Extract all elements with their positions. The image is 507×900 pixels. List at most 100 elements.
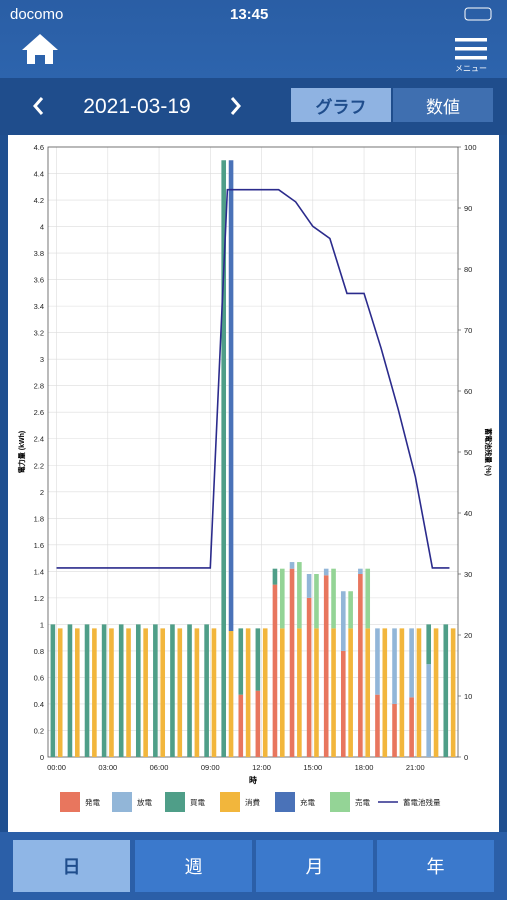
header-icons: メニュー [22,7,492,73]
menu-icon[interactable] [455,47,487,51]
bar [409,697,414,757]
y-tick-label: 0.4 [34,700,44,709]
bar [57,628,63,757]
bar [331,628,336,757]
bar [409,628,414,698]
y-tick-label: 1.2 [34,594,44,603]
values-tab[interactable]: 数値 [393,88,493,122]
legend-label: 放電 [137,797,152,807]
bar [84,624,90,757]
y-tick-label: 4.6 [34,143,44,152]
x-tick-label: 09:00 [201,763,220,772]
bar [245,628,251,757]
legend-swatch [112,792,132,812]
battery-line [56,188,450,569]
bar [450,628,456,757]
bar [358,574,363,757]
legend-swatch [165,792,185,812]
menu-icon[interactable] [455,38,487,42]
bar [187,624,192,757]
home-icon[interactable] [22,34,58,64]
period-tabs: 日 週 月 年 [0,832,507,900]
y-tick-label: 0.2 [34,726,44,735]
y2-tick-label: 60 [464,387,472,396]
y-tick-label: 3.6 [34,276,44,285]
bar [255,628,261,691]
bar [194,628,200,757]
legend-label: 消費 [245,797,260,807]
bar [204,624,209,757]
x-tick-label: 18:00 [355,763,374,772]
next-button[interactable] [230,97,241,115]
bar [279,568,285,629]
y2-tick-label: 10 [464,692,472,701]
graph-tab[interactable]: グラフ [291,88,391,122]
header: docomo 13:45 メニュー [0,0,507,78]
week-tab[interactable]: 週 [135,840,252,892]
legend-swatch [275,792,295,812]
menu-icon[interactable] [455,56,487,60]
y-tick-label: 4.4 [34,170,44,179]
menu-label[interactable]: メニュー [455,64,487,73]
y-axis-label: 電力量 (kWh) [17,431,26,473]
legend-swatch [330,792,350,812]
y2-tick-label: 80 [464,265,472,274]
y-tick-label: 2.2 [34,461,44,470]
y2-tick-label: 40 [464,509,472,518]
legend-label: 蓄電池残量 [403,797,441,807]
y2-tick-label: 30 [464,570,472,579]
bar [392,703,397,757]
plot-frame [47,146,459,758]
date-label: 2021-03-19 [83,95,190,118]
y-tick-label: 2 [40,488,44,497]
bar [323,568,329,576]
y2-tick-label: 100 [464,143,477,152]
bar [92,628,97,757]
x-tick-label: 06:00 [150,763,169,772]
bar [177,628,183,757]
bar [365,628,371,757]
bar [340,650,346,757]
chart: 0 0.2 0.4 0.6 0.8 1 1.2 1.4 1.6 1.8 2 2.2 2.4 2.6 2.8 3… [17,143,493,812]
y2-tick-label: 50 [464,448,472,457]
bar [314,628,319,757]
bar [74,628,80,757]
bar [443,624,449,757]
bar [433,628,439,757]
year-tab[interactable]: 年 [377,840,494,892]
bar [143,628,148,757]
bar [101,624,107,757]
bar [306,597,312,757]
y-tick-label: 0.6 [34,673,44,682]
prev-button[interactable] [33,97,44,115]
date-nav: 2021-03-19 [33,95,241,118]
bar [118,624,124,757]
bar [50,624,56,757]
bar [348,591,353,629]
x-axis-label: 時 [249,775,257,785]
bar [289,568,295,757]
month-tab[interactable]: 月 [256,840,373,892]
day-tab[interactable]: 日 [13,840,130,892]
bar [314,574,319,629]
bar [126,628,131,757]
bar [348,628,353,757]
bar [358,568,363,574]
clock: 13:45 [230,6,269,23]
legend-label: 発電 [85,798,100,807]
legend-label: 売電 [355,797,370,807]
y-tick-label: 4.2 [34,196,44,205]
bar [67,624,73,757]
bar [255,690,261,757]
y-tick-label: 4 [40,223,44,232]
bar [306,574,312,598]
bar [297,628,302,757]
bar [153,624,158,757]
y2-tick-label: 70 [464,326,472,335]
y-tick-label: 2.8 [34,382,44,391]
y-tick-label: 0 [40,753,44,762]
y2-tick-label: 0 [464,753,468,762]
battery-icon [464,7,492,21]
bar [426,624,432,665]
y-tick-label: 1 [40,620,44,629]
